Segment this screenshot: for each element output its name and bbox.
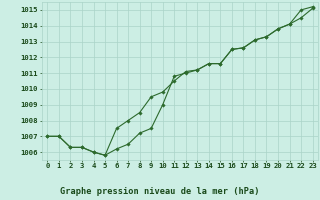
- Text: Graphe pression niveau de la mer (hPa): Graphe pression niveau de la mer (hPa): [60, 187, 260, 196]
